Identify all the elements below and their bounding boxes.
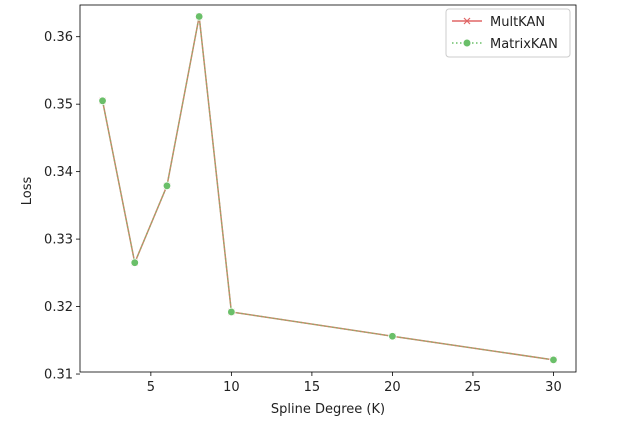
y-tick-label: 0.32	[44, 300, 73, 315]
x-axis-label: Spline Degree (K)	[271, 402, 385, 417]
legend-label-matrixkan: MatrixKAN	[490, 37, 558, 52]
plot-area	[79, 4, 577, 373]
y-tick-label: 0.33	[44, 233, 73, 248]
y-tick-label: 0.31	[44, 368, 73, 383]
legend-label-multkan: MultKAN	[490, 15, 545, 30]
legend-marker-circle-icon	[463, 39, 471, 47]
y-tick-label: 0.34	[44, 165, 73, 180]
legend-entry-matrixkan: MatrixKAN	[452, 37, 558, 52]
x-tick-label: 10	[223, 380, 240, 395]
data-point-matrixkan	[130, 258, 139, 267]
data-point-matrixkan	[388, 332, 397, 341]
x-tick-label: 5	[147, 380, 155, 395]
y-axis-label: Loss	[20, 177, 35, 206]
x-tick-label: 15	[304, 380, 321, 395]
data-point-matrixkan	[98, 96, 107, 105]
y-tick-label: 0.36	[44, 30, 73, 45]
data-point-matrixkan	[227, 307, 236, 317]
y-tick-label: 0.35	[44, 98, 73, 113]
legend-entry-multkan: MultKAN	[452, 15, 545, 30]
data-point-matrixkan	[194, 12, 204, 21]
x-axis-ticks: 5 10 15 20 25 30	[147, 372, 562, 395]
x-tick-label: 25	[465, 380, 482, 395]
legend-marker-x-icon	[463, 17, 471, 25]
x-tick-label: 20	[384, 380, 401, 395]
x-tick-label: 30	[545, 380, 562, 395]
data-point-matrixkan	[549, 355, 558, 365]
axes-frame	[79, 4, 577, 373]
data-point-matrixkan	[162, 181, 172, 191]
legend: MultKAN MatrixKAN	[445, 8, 571, 58]
y-axis-ticks: 0.31 0.32 0.33 0.34 0.35 0.36	[44, 30, 80, 383]
